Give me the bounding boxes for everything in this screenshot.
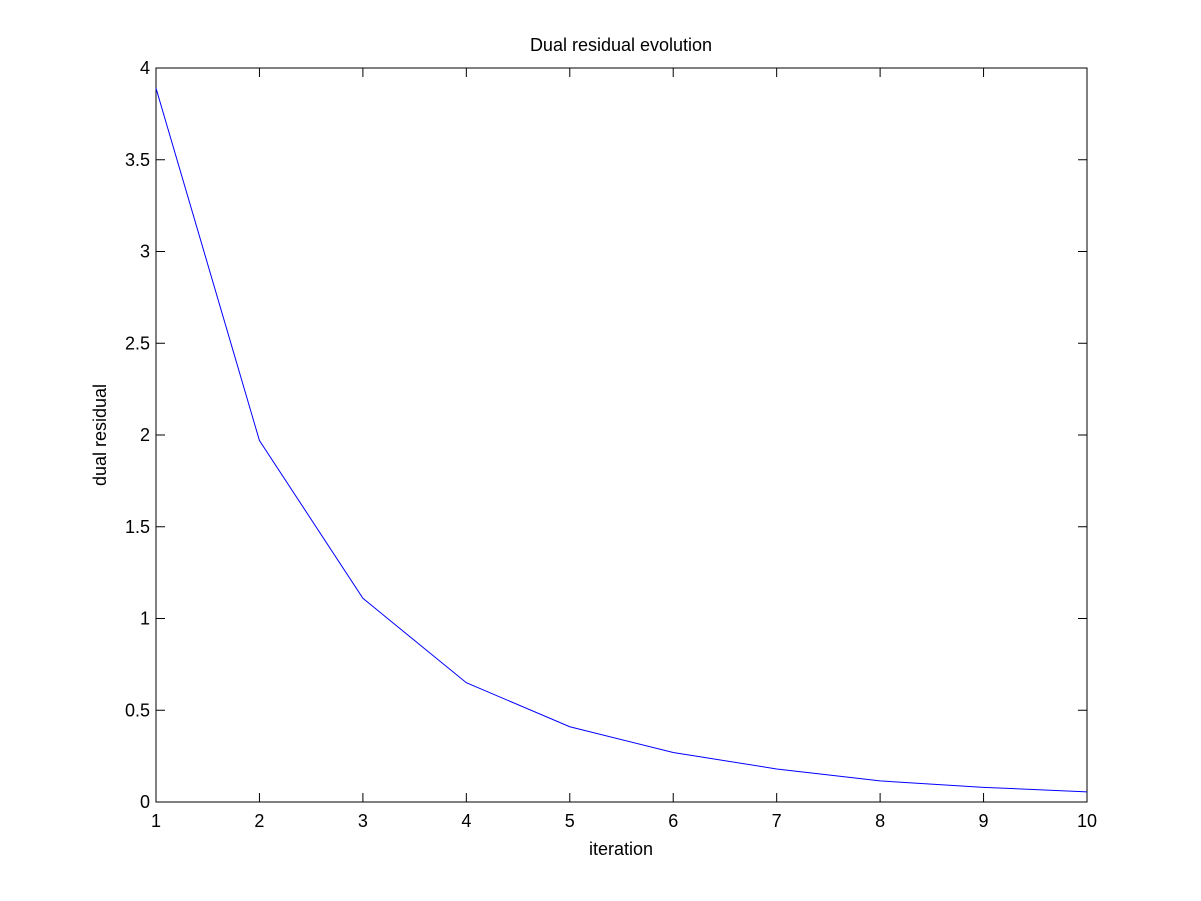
y-tick-label: 3 xyxy=(140,242,150,262)
x-tick-label: 6 xyxy=(668,811,678,831)
chart-title: Dual residual evolution xyxy=(530,35,712,55)
ticks xyxy=(155,67,1088,803)
y-tick-label: 0.5 xyxy=(125,700,150,720)
x-tick-label: 4 xyxy=(461,811,471,831)
x-tick-label: 9 xyxy=(979,811,989,831)
y-tick-label: 3.5 xyxy=(125,150,150,170)
x-tick-label: 1 xyxy=(151,811,161,831)
tick-labels: 1 2 3 4 5 6 7 8 9 10 0 0.5 1 1.5 2 2.5 3 3.5 4 xyxy=(125,58,1097,831)
y-tick-label: 2 xyxy=(140,425,150,445)
x-tick-label: 7 xyxy=(772,811,782,831)
x-tick-label: 3 xyxy=(358,811,368,831)
x-tick-label: 2 xyxy=(254,811,264,831)
y-tick-label: 1.5 xyxy=(125,517,150,537)
y-tick-label: 0 xyxy=(140,792,150,812)
x-tick-label: 10 xyxy=(1077,811,1097,831)
x-tick-label: 8 xyxy=(875,811,885,831)
y-tick-label: 4 xyxy=(140,58,150,78)
y-tick-label: 2.5 xyxy=(125,333,150,353)
x-tick-label: 5 xyxy=(565,811,575,831)
y-tick-label: 1 xyxy=(140,609,150,629)
x-axis-title: iteration xyxy=(589,839,653,859)
series-line xyxy=(155,88,1088,793)
plot-area xyxy=(155,67,1088,803)
series xyxy=(155,88,1088,793)
y-axis-title: dual residual xyxy=(90,384,110,486)
